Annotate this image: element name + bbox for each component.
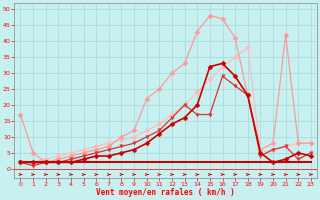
X-axis label: Vent moyen/en rafales ( km/h ): Vent moyen/en rafales ( km/h ) [96, 188, 235, 197]
